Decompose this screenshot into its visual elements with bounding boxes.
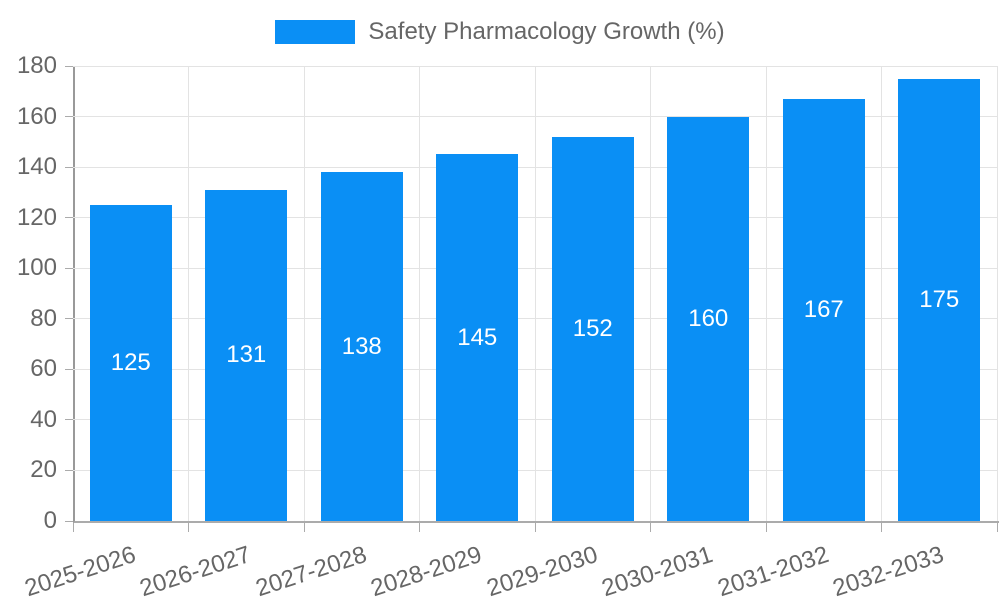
x-axis-label: 2030-2031 xyxy=(598,541,717,600)
x-tick-mark xyxy=(534,523,536,532)
bar-value-label: 131 xyxy=(226,341,267,369)
x-axis-label: 2031-2032 xyxy=(714,541,832,600)
x-axis-label: 2025-2026 xyxy=(21,541,139,600)
y-axis-label: 140 xyxy=(16,153,57,181)
x-tick-mark xyxy=(996,523,998,532)
bar[interactable] xyxy=(320,172,403,521)
x-tick-mark xyxy=(419,523,420,532)
chart-legend[interactable]: Safety Pharmacology Growth (%) xyxy=(0,19,1000,45)
x-gridline xyxy=(996,66,998,521)
bar[interactable] xyxy=(205,189,288,521)
y-tick-mark xyxy=(65,419,73,421)
bar[interactable] xyxy=(551,136,634,521)
x-gridline xyxy=(419,66,420,521)
x-axis-label: 2032-2033 xyxy=(829,541,948,600)
bar[interactable] xyxy=(782,98,865,521)
y-tick-mark xyxy=(65,65,73,67)
bar[interactable] xyxy=(436,154,519,521)
x-tick-mark xyxy=(765,523,767,532)
x-gridline xyxy=(303,66,305,521)
y-tick-mark xyxy=(65,116,73,118)
y-axis-label: 20 xyxy=(30,456,57,484)
bar-value-label: 138 xyxy=(341,332,382,360)
plot-area xyxy=(73,66,999,523)
x-axis-label: 2028-2029 xyxy=(367,541,486,600)
x-tick-mark xyxy=(650,523,651,532)
bar[interactable] xyxy=(898,78,981,521)
bar-value-label: 125 xyxy=(110,349,151,376)
x-tick-mark xyxy=(881,523,882,532)
y-tick-mark xyxy=(65,267,73,269)
y-axis-label: 180 xyxy=(16,52,57,79)
bar-value-label: 175 xyxy=(919,285,960,313)
x-gridline xyxy=(650,66,651,521)
bar[interactable] xyxy=(667,116,750,521)
y-tick-mark xyxy=(65,318,73,320)
x-axis-label: 2027-2028 xyxy=(252,541,370,600)
x-axis-label: 2026-2027 xyxy=(136,541,255,600)
x-tick-mark xyxy=(303,523,305,532)
y-axis-label: 40 xyxy=(30,405,57,433)
y-axis-label: 80 xyxy=(30,304,57,332)
x-gridline xyxy=(188,66,189,521)
bar-value-label: 167 xyxy=(803,295,844,323)
legend-swatch-icon xyxy=(275,20,356,44)
x-tick-mark xyxy=(188,523,189,532)
legend-label: Safety Pharmacology Growth (%) xyxy=(368,18,725,45)
x-axis-label: 2029-2030 xyxy=(483,541,601,600)
y-axis-label: 0 xyxy=(43,507,57,534)
x-gridline xyxy=(765,66,767,521)
x-tick-mark xyxy=(72,523,74,532)
y-tick-mark xyxy=(65,217,73,219)
y-tick-mark xyxy=(65,166,73,168)
bar[interactable] xyxy=(89,205,172,521)
bar-value-label: 145 xyxy=(457,323,498,351)
y-axis-label: 160 xyxy=(16,102,57,130)
bar-value-label: 152 xyxy=(572,314,613,342)
y-tick-mark xyxy=(65,469,73,471)
y-axis-label: 120 xyxy=(16,203,57,231)
bar-value-label: 160 xyxy=(688,304,729,332)
y-axis-label: 60 xyxy=(30,355,57,383)
x-gridline xyxy=(534,66,536,521)
y-axis-label: 100 xyxy=(16,254,57,282)
y-tick-mark xyxy=(65,520,73,522)
x-gridline xyxy=(881,66,882,521)
y-tick-mark xyxy=(65,368,73,370)
